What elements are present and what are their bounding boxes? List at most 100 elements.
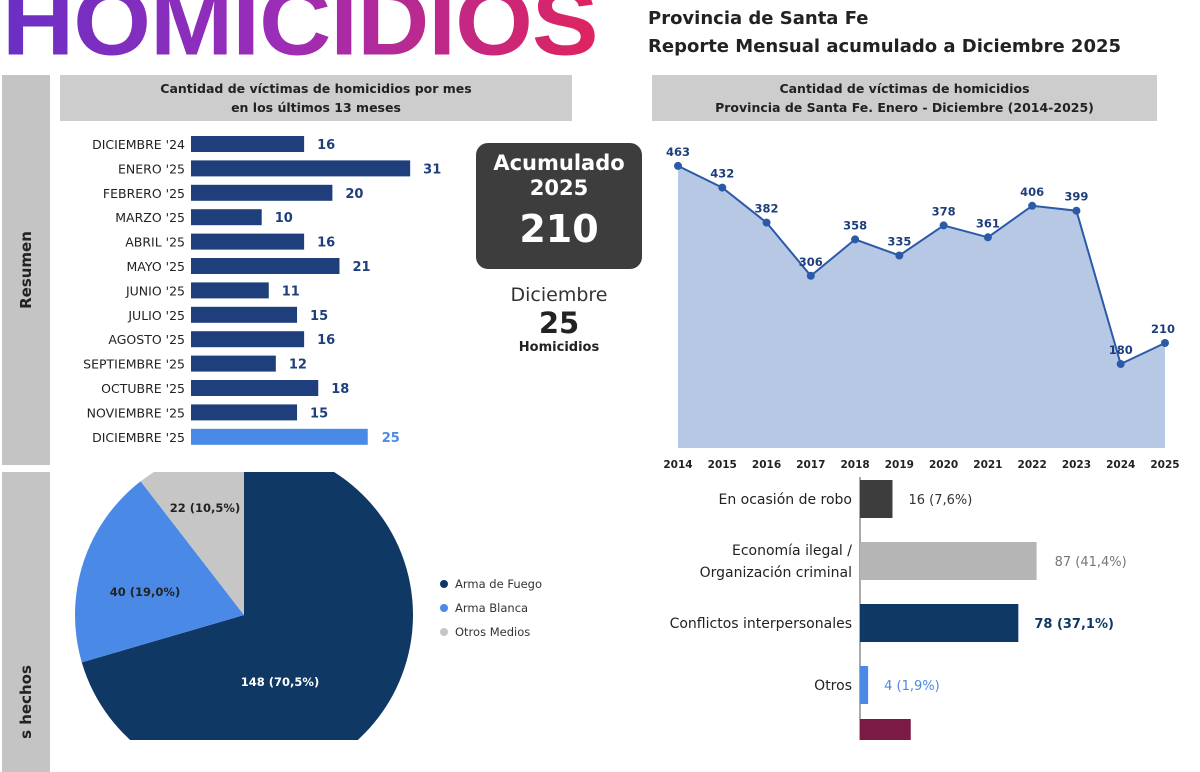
year-tick: 2017 bbox=[796, 459, 825, 471]
month-value-label: 15 bbox=[310, 309, 328, 324]
month-bar bbox=[191, 380, 319, 396]
data-label: 463 bbox=[666, 145, 690, 159]
cause-bar bbox=[860, 666, 869, 704]
year-tick: 2023 bbox=[1062, 459, 1091, 471]
area-fill bbox=[678, 165, 1165, 448]
data-label: 306 bbox=[799, 255, 823, 269]
cause-label: Organización criminal bbox=[700, 565, 852, 581]
data-point bbox=[1160, 339, 1169, 347]
accumulated-card: Acumulado 2025 210 bbox=[476, 143, 642, 269]
data-label: 432 bbox=[710, 167, 734, 181]
month-label: NOVIEMBRE '25 bbox=[87, 405, 185, 420]
trend-line bbox=[677, 165, 1166, 366]
month-value-label: 21 bbox=[352, 260, 370, 275]
data-label: 382 bbox=[755, 202, 779, 216]
data-point bbox=[1072, 206, 1081, 215]
year-tick: 2014 bbox=[663, 459, 692, 471]
month-bar bbox=[191, 355, 276, 372]
month-label: JUNIO '25 bbox=[125, 283, 185, 298]
month-label: DICIEMBRE '25 bbox=[92, 430, 185, 445]
pie-slice-label: 22 (10,5%) bbox=[170, 501, 240, 515]
cause-value-label: 16 (7,6%) bbox=[908, 493, 972, 508]
year-tick: 2020 bbox=[929, 459, 958, 471]
data-point bbox=[762, 218, 771, 227]
year-tick: 2018 bbox=[840, 459, 869, 471]
legend-marker bbox=[440, 628, 448, 636]
pie-slice-label: 40 (19,0%) bbox=[110, 585, 180, 599]
month-value: 25 bbox=[538, 306, 580, 340]
month-bar bbox=[191, 160, 411, 177]
month-value-label: 12 bbox=[289, 358, 307, 373]
month-label: Diciembre bbox=[510, 284, 608, 306]
month-label: AGOSTO '25 bbox=[108, 332, 185, 347]
annual-chart-subtitle: Provincia de Santa Fe. Enero - Diciembre… bbox=[715, 100, 1094, 115]
accumulated-value: 210 bbox=[519, 207, 599, 251]
cause-label: Economía ilegal / bbox=[732, 543, 852, 559]
year-tick: 2024 bbox=[1106, 459, 1135, 471]
month-label: FEBRERO '25 bbox=[103, 186, 185, 201]
month-value-label: 18 bbox=[331, 382, 349, 397]
data-label: 378 bbox=[932, 204, 956, 218]
cause-value-label: 4 (1,9%) bbox=[884, 679, 940, 694]
data-point bbox=[939, 221, 948, 230]
legend-marker bbox=[440, 604, 448, 612]
month-bar bbox=[191, 136, 305, 152]
month-label: OCTUBRE '25 bbox=[101, 381, 185, 396]
data-label: 399 bbox=[1064, 190, 1088, 204]
month-value-label: 25 bbox=[382, 431, 400, 446]
data-label: 210 bbox=[1151, 322, 1175, 336]
weapon-pie-chart: 148 (70,5%) Arma de Fuego 40 (19,0%) Arma B… bbox=[75, 472, 542, 740]
year-tick: 2025 bbox=[1150, 459, 1179, 471]
monthly-chart-title: Cantidad de víctimas de homicidios por m… bbox=[160, 81, 472, 96]
month-bar bbox=[191, 428, 368, 445]
annual-chart-header: Cantidad de víctimas de homicidios Provi… bbox=[652, 75, 1157, 121]
year-tick: 2019 bbox=[885, 459, 914, 471]
accumulated-year: 2025 bbox=[529, 176, 589, 200]
month-unit: Homicidios bbox=[518, 340, 600, 355]
monthly-bar-chart: DICIEMBRE '24 16 ENERO '25 31 FEBRERO '25 20 M… bbox=[83, 136, 441, 446]
month-value-label: 20 bbox=[345, 187, 363, 202]
legend-label: Arma Blanca bbox=[455, 601, 528, 615]
month-label: MARZO '25 bbox=[115, 210, 185, 225]
month-value-label: 16 bbox=[317, 236, 335, 251]
month-label: DICIEMBRE '24 bbox=[92, 137, 185, 152]
data-point bbox=[1028, 201, 1037, 210]
data-label: 358 bbox=[843, 218, 867, 232]
month-summary: Diciembre 25 Homicidios bbox=[476, 284, 642, 355]
year-tick: 2016 bbox=[752, 459, 781, 471]
data-point bbox=[983, 233, 992, 242]
annual-area-chart: 463 2014 432 2015 382 2016 306 2017 358 2018 335 20… bbox=[663, 145, 1179, 471]
section-hechos: s hechos bbox=[2, 472, 50, 772]
month-bar bbox=[191, 282, 269, 299]
year-tick: 2021 bbox=[973, 459, 1002, 471]
year-tick: 2022 bbox=[1018, 459, 1047, 471]
month-value-label: 31 bbox=[423, 162, 441, 177]
section-resumen: Resumen bbox=[2, 75, 50, 465]
data-point bbox=[718, 183, 727, 192]
cause-value-label: 87 (41,4%) bbox=[1055, 555, 1127, 570]
data-point bbox=[895, 251, 904, 260]
legend-label: Arma de Fuego bbox=[455, 577, 542, 591]
month-label: MAYO '25 bbox=[127, 259, 185, 274]
pie-slice bbox=[140, 472, 244, 615]
monthly-chart-header: Cantidad de víctimas de homicidios por m… bbox=[60, 75, 572, 121]
month-bar bbox=[191, 258, 340, 274]
report-subtitle: Reporte Mensual acumulado a Diciembre 20… bbox=[648, 36, 1122, 57]
cause-bar bbox=[860, 542, 1037, 580]
province-subtitle: Provincia de Santa Fe bbox=[648, 8, 869, 29]
cause-value-label: 78 (37,1%) bbox=[1034, 617, 1114, 632]
legend-marker bbox=[440, 580, 448, 588]
page-title: HOMICIDIOS bbox=[2, 0, 599, 70]
data-point bbox=[851, 235, 860, 244]
pie-slice-label: 148 (70,5%) bbox=[241, 675, 319, 689]
legend-label: Otros Medios bbox=[455, 625, 530, 639]
pie-slice bbox=[81, 472, 413, 740]
month-label: ENERO '25 bbox=[118, 161, 185, 176]
cause-label: Otros bbox=[814, 678, 852, 694]
annual-chart-title: Cantidad de víctimas de homicidios bbox=[779, 81, 1030, 96]
pie-slice bbox=[75, 481, 245, 663]
monthly-chart-subtitle: en los últimos 13 meses bbox=[231, 100, 401, 115]
month-value-label: 16 bbox=[317, 333, 335, 348]
data-point bbox=[806, 271, 815, 280]
month-bar bbox=[191, 306, 298, 323]
